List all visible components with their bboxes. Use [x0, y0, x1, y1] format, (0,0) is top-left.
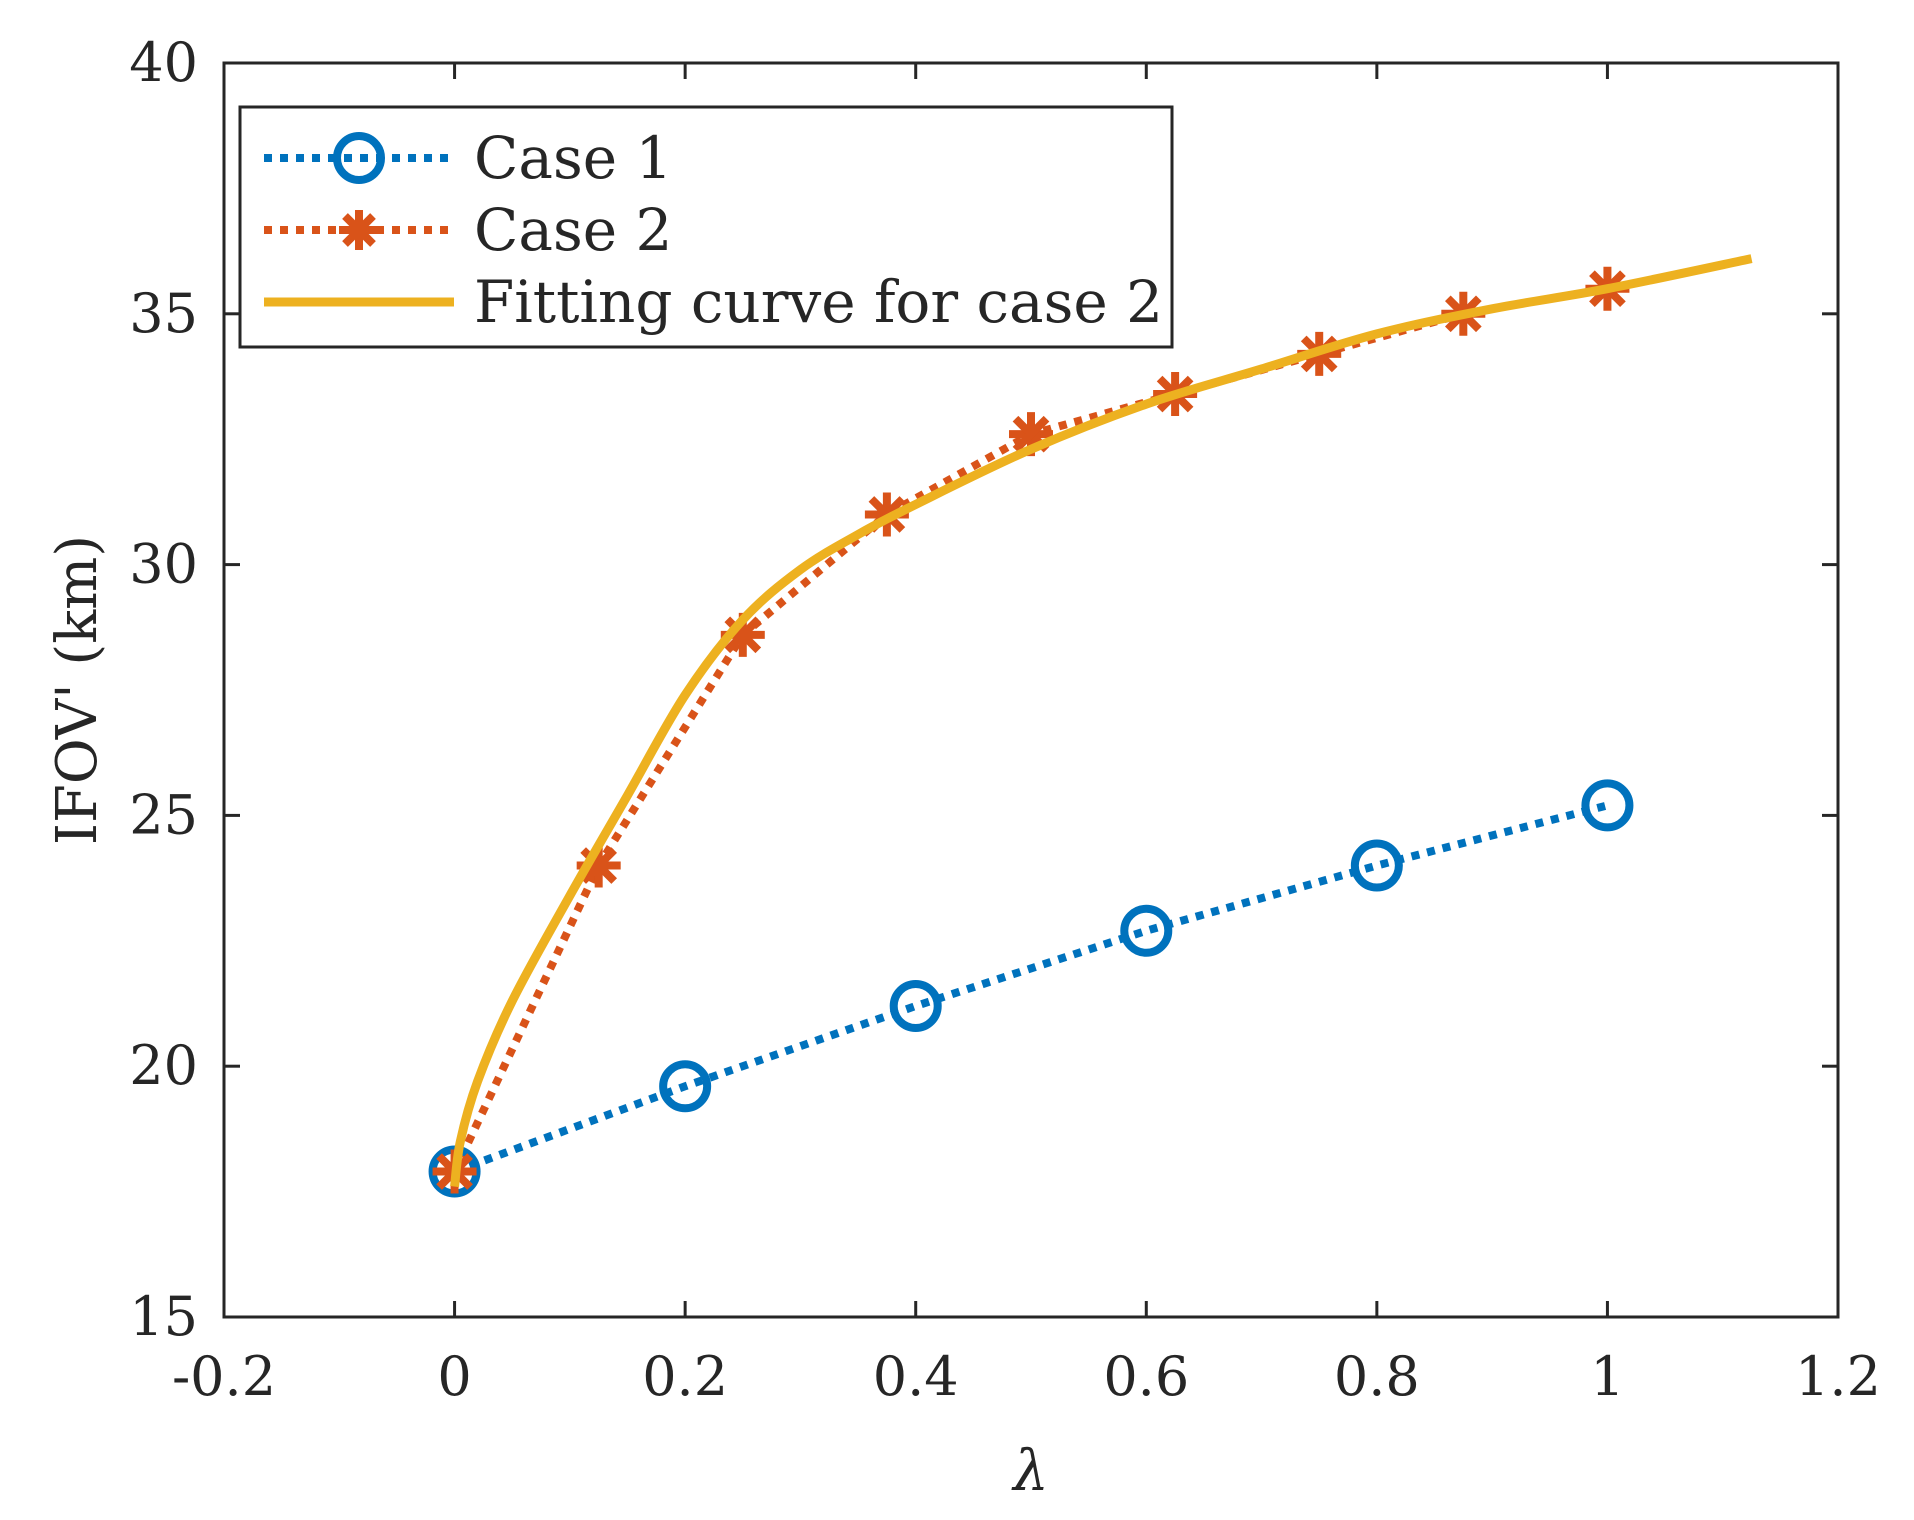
- x-tick-label: 0.8: [1334, 1345, 1420, 1408]
- y-tick-label: 30: [129, 533, 198, 596]
- y-tick-label: 40: [129, 31, 198, 94]
- x-tick-label: 1: [1590, 1345, 1624, 1408]
- x-tick-label: 0.4: [873, 1345, 959, 1408]
- legend-label-fitting-curve: Fitting curve for case 2: [474, 268, 1163, 336]
- y-tick-label: 35: [129, 282, 198, 345]
- legend-marker-case-1: [333, 132, 385, 184]
- plot-frame: [222, 61, 1840, 1319]
- x-tick-label: -0.2: [172, 1345, 276, 1408]
- x-tick-label: 0.2: [642, 1345, 728, 1408]
- legend-label-case-1: Case 1: [474, 124, 672, 192]
- legend: Case 1 Case 2 Fitting curve for case 2: [238, 105, 1174, 349]
- y-tick-label: 20: [129, 1034, 198, 1097]
- x-tick-label: 0.6: [1103, 1345, 1189, 1408]
- point-case-1: [1120, 904, 1173, 957]
- x-tick-label: 0: [437, 1345, 471, 1408]
- y-axis-label: IFOV' (km): [45, 535, 110, 845]
- series-line-case-1: [453, 801, 1609, 1176]
- y-tick-label: 15: [129, 1285, 198, 1348]
- point-case-1: [889, 980, 942, 1033]
- series-layer: [428, 254, 1753, 1198]
- point-case-1: [1350, 839, 1403, 892]
- y-tick-label: 25: [129, 783, 198, 846]
- series-line-fitting-curve: [450, 254, 1753, 1188]
- point-case-1: [659, 1060, 712, 1113]
- tick-labels-layer: -0.2 0 0.2 0.4 0.6 0.8 1 1.2 15 20 25 30 35 40: [129, 31, 1881, 1408]
- point-case-1: [1581, 779, 1634, 832]
- legend-label-case-2: Case 2: [474, 196, 672, 264]
- x-tick-label: 1.2: [1795, 1345, 1881, 1408]
- legend-marker-case-2: [339, 210, 379, 250]
- x-axis-label: λ: [1011, 1439, 1049, 1504]
